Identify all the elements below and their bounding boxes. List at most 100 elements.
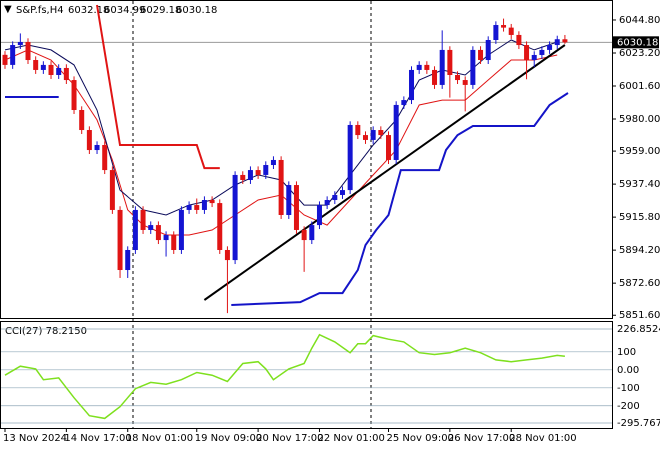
candle-body [432,69,438,85]
overlay-line [96,4,220,170]
candle-body [339,190,345,195]
x-tick-label: 26 Nov 17:00 [448,433,515,444]
candle-body [347,124,353,191]
indicator-panel [0,321,613,429]
candle-body [33,60,39,70]
candle-body [362,135,368,140]
candle-body [25,41,31,61]
candle-body [163,235,169,241]
candle-body [79,109,85,131]
arrow: ▼ [4,4,12,15]
candle-body [178,209,184,250]
candle-body [478,49,484,61]
y-tick-label: 5980.00 [619,114,660,125]
y-tick-label: 6044.80 [619,15,660,26]
candle-body [148,225,154,230]
header-open: 6032.18 [68,5,109,16]
header-close: 6030.18 [176,5,217,16]
candle-body [17,41,23,46]
candle-body [117,209,123,271]
y-tick-label: 5894.20 [619,245,660,256]
x-tick-label: 20 Nov 17:00 [256,433,323,444]
candle-body [447,49,453,75]
indicator-tick-label: 100 [617,347,636,358]
candle-body [194,205,200,210]
candle-body [286,185,292,215]
y-tick-label: 5872.60 [619,278,660,289]
header-low: 6029.18 [140,5,181,16]
candle-body [247,170,253,180]
candle-body [455,74,461,81]
candle-body [255,170,261,175]
main-panel [0,0,613,319]
overlay-line [4,49,558,236]
candle-body [332,194,338,201]
indicator-line [4,333,565,420]
y-tick-label: 5915.80 [619,212,660,223]
candle-body [309,225,315,241]
candle-body [401,100,407,105]
candle-body [501,25,507,28]
candle-body [293,185,299,230]
candle-body [2,54,8,65]
y-tick-label: 5959.00 [619,146,660,157]
candle-body [63,67,69,81]
indicator-tick-label: 0.00 [617,365,639,376]
x-tick-label: 28 Nov 01:00 [509,433,576,444]
indicator-tick-label: -100 [617,383,640,394]
candle-body [109,170,115,210]
candle-body [531,54,537,61]
candle-body [94,144,100,151]
candle-body [524,45,530,61]
indicator-tick-label: -200 [617,401,640,412]
candle-body [355,124,361,136]
candle-body [554,39,560,46]
indicator-tick-label: 226.8524 [617,324,660,335]
candle-body [140,209,146,230]
candle-body [263,165,269,175]
candle-body [378,130,384,136]
candle-body [393,104,399,160]
candle-body [240,174,246,180]
y-tick-label: 5937.40 [619,179,660,190]
candle-body [562,39,568,43]
candle-body [316,205,322,226]
price-label-box [613,36,659,49]
indicator-title: CCI(27) 78.2150 [5,326,87,337]
x-tick-label: 22 Nov 01:00 [317,433,384,444]
candle-body [86,130,92,151]
candle-body [470,49,476,85]
candle-body [48,64,54,75]
candle-body [10,45,16,65]
candle-body [56,67,62,75]
y-tick-label: 6001.60 [619,81,660,92]
symbol: S&P.fs,H4 [16,5,64,16]
candle-body [370,130,376,140]
x-tick-label: 18 Nov 01:00 [126,433,193,444]
candle-body [439,49,445,85]
candle-body [224,249,230,261]
candle-body [155,225,161,241]
candle-body [209,200,215,204]
candle-body [71,80,77,110]
candle-body [132,209,138,250]
indicator-tick-label: -295.7671 [617,418,660,429]
candle-body [539,49,545,55]
candle-body [409,69,415,101]
candle-body [217,203,223,250]
candle-body [201,200,207,210]
candle-body [102,144,108,171]
price-label: 6030.18 [617,37,658,48]
candle-body [547,45,553,50]
candle-body [270,159,276,166]
candle-body [508,27,514,35]
x-tick-label: 13 Nov 2024 [3,433,67,444]
overlay-line [231,92,569,306]
candle-body [516,34,522,46]
candle-body [301,229,307,241]
y-tick-label: 6023.20 [619,48,660,59]
candle-body [462,80,468,85]
